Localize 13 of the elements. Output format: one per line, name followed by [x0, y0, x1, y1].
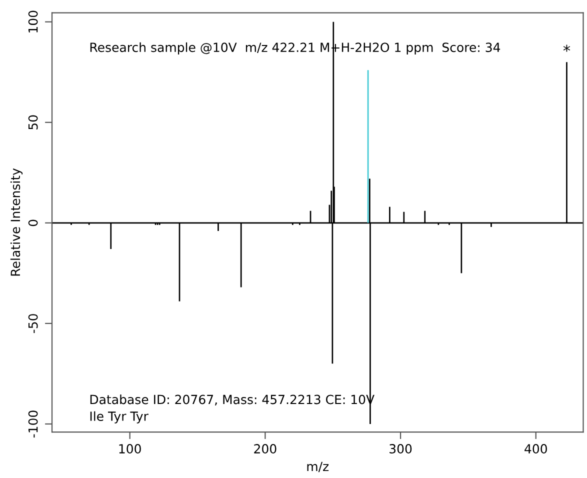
annotation: Ile Tyr Tyr [90, 411, 148, 424]
y-tick-label: -100 [28, 410, 38, 438]
y-tick-label: 0 [28, 220, 38, 226]
y-tick-label: 50 [28, 115, 38, 130]
y-tick-label: -50 [28, 314, 38, 334]
x-tick-label: 200 [254, 444, 276, 454]
y-axis-title: Relative Intensity [10, 168, 23, 276]
y-tick-label: 100 [28, 10, 38, 32]
x-tick-label: 400 [524, 444, 547, 454]
x-tick-label: 100 [119, 444, 141, 454]
annotation: * [563, 44, 570, 52]
x-tick-label: 300 [390, 444, 412, 454]
x-axis-title: m/z [307, 462, 329, 472]
